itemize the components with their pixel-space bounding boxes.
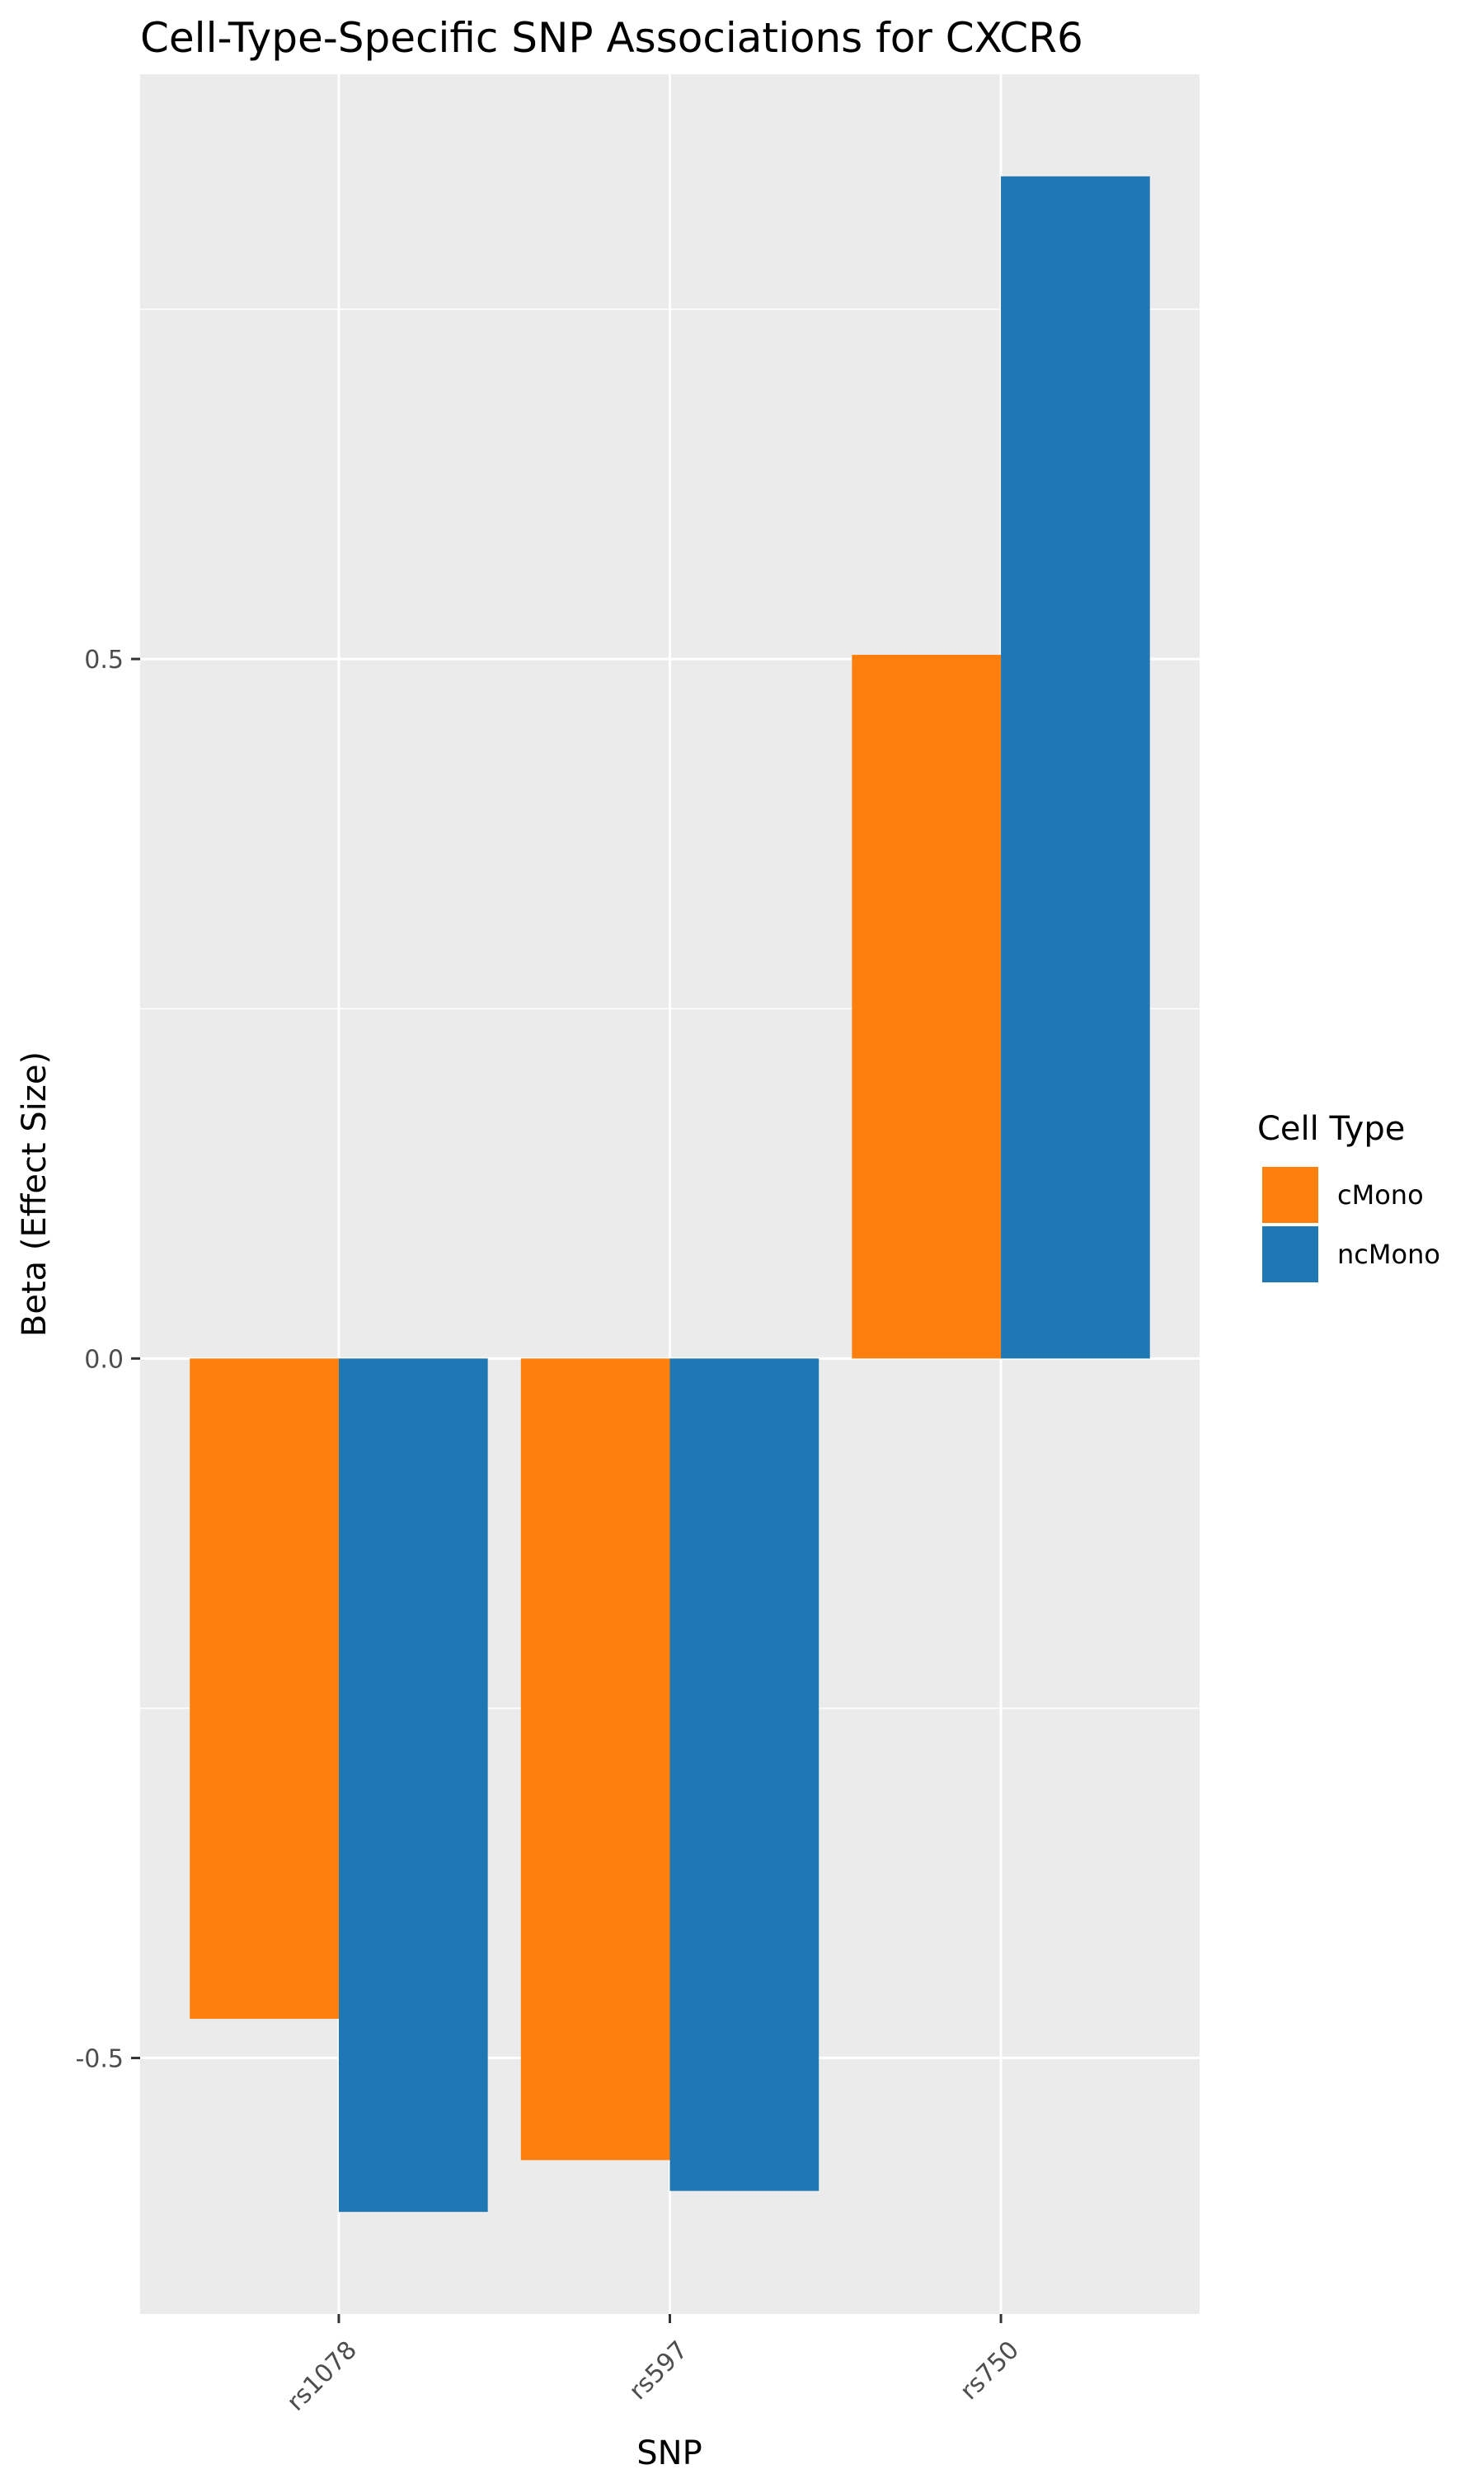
y-tick-label: -0.5 bbox=[75, 2045, 124, 2074]
y-tick-label: 0.5 bbox=[84, 646, 124, 675]
legend-items: cMono ncMono bbox=[1261, 1165, 1440, 1284]
bar-cMono-rs750 bbox=[852, 655, 1002, 1359]
chart-title: Cell-Type-Specific SNP Associations for … bbox=[140, 14, 1083, 62]
legend-label-ncMono: ncMono bbox=[1337, 1239, 1440, 1270]
x-axis-ticks: rs1078 rs597 rs750 bbox=[281, 2314, 1025, 2417]
x-tick-label: rs1078 bbox=[281, 2335, 363, 2417]
y-axis-title: Beta (Effect Size) bbox=[16, 1051, 54, 1337]
bars bbox=[190, 176, 1150, 2213]
y-axis-ticks: -0.5 0.0 0.5 bbox=[75, 646, 140, 2074]
legend-key-cMono bbox=[1261, 1165, 1320, 1225]
legend-title: Cell Type bbox=[1257, 1110, 1405, 1148]
y-tick-label: 0.0 bbox=[84, 1345, 124, 1374]
legend: Cell Type cMono ncMono bbox=[1257, 1110, 1440, 1284]
bar-cMono-rs597 bbox=[520, 1358, 670, 2161]
x-tick-label: rs750 bbox=[955, 2335, 1025, 2406]
bar-ncMono-rs597 bbox=[669, 1358, 819, 2191]
x-tick-label: rs597 bbox=[623, 2335, 693, 2406]
bar-cMono-rs1078 bbox=[190, 1358, 339, 2020]
legend-label-cMono: cMono bbox=[1337, 1179, 1424, 1211]
legend-key-ncMono bbox=[1261, 1225, 1320, 1284]
bar-ncMono-rs1078 bbox=[338, 1358, 488, 2213]
x-axis-title: SNP bbox=[636, 2434, 702, 2472]
bar-ncMono-rs750 bbox=[1001, 176, 1150, 1359]
